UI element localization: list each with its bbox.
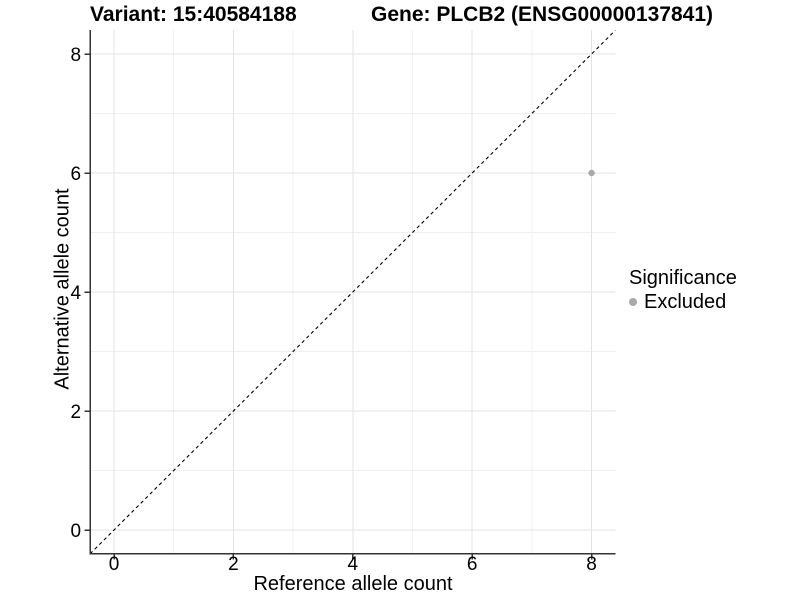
y-tick-label: 8 <box>71 45 82 66</box>
legend-title: Significance <box>629 267 737 289</box>
y-tick-label: 2 <box>71 402 82 423</box>
legend-item-excluded: Excluded <box>629 291 737 313</box>
y-axis-title: Alternative allele count <box>51 188 74 390</box>
x-tick-label: 8 <box>586 554 597 575</box>
y-tick-label: 6 <box>71 164 82 185</box>
x-tick-label: 6 <box>467 554 478 575</box>
y-tick-label: 4 <box>71 283 82 304</box>
x-tick-label: 0 <box>109 554 120 575</box>
legend: Significance Excluded <box>629 266 737 313</box>
x-axis-title: Reference allele count <box>253 573 453 595</box>
y-tick-label: 0 <box>71 521 82 542</box>
legend-point-swatch-icon <box>629 298 637 306</box>
x-tick-label: 4 <box>348 554 359 575</box>
gene-title: Gene: PLCB2 (ENSG00000137841) <box>371 3 713 26</box>
x-tick-label: 2 <box>228 554 239 575</box>
legend-item-label: Excluded <box>644 291 727 313</box>
variant-title: Variant: 15:40584188 <box>90 3 297 26</box>
